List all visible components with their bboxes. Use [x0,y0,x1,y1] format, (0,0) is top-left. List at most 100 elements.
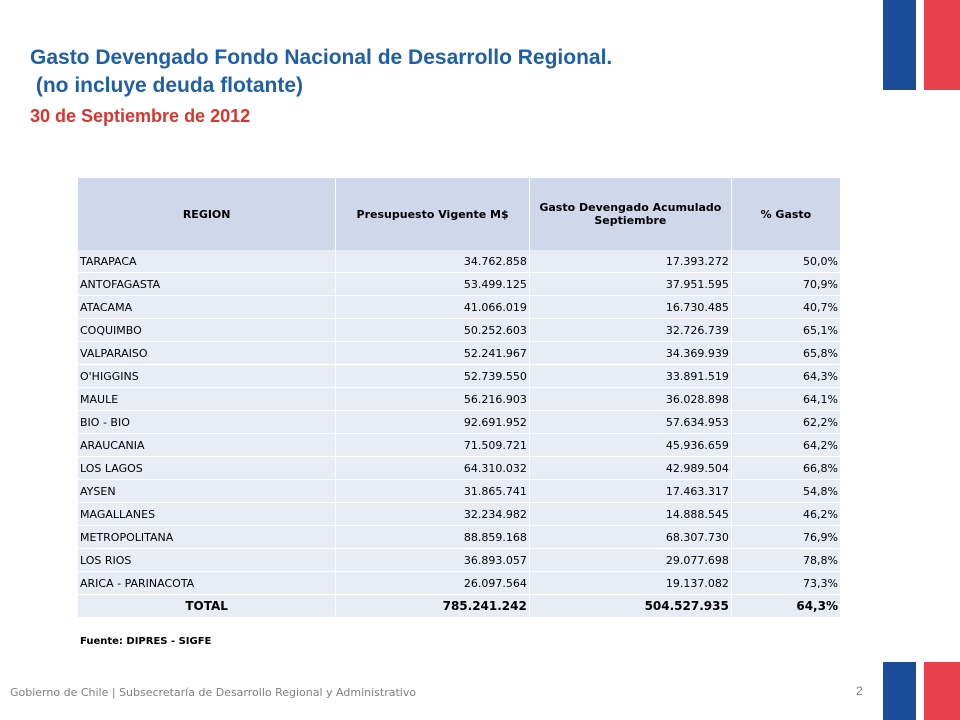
cell-budget: 53.499.125 [335,272,530,296]
cell-percent: 65,1% [731,318,842,342]
source-note: Fuente: DIPRES - SIGFE [80,636,212,647]
cell-accrued: 19.137.082 [529,571,732,595]
cell-budget: 31.865.741 [335,479,530,503]
table-row: ATACAMA 41.066.019 16.730.485 40,7% [78,295,842,319]
total-row: TOTAL 785.241.242 504.527.935 64,3% [78,594,842,618]
report-date: 30 de Septiembre de 2012 [30,106,251,126]
cell-region: BIO - BIO [78,410,337,434]
column-header-budget: Presupuesto Vigente M$ [335,178,530,250]
total-cell-budget: 785.241.242 [335,594,530,618]
column-header-percent: % Gasto [731,178,842,250]
cell-region: AYSEN [78,479,337,503]
total-cell-accrued: 504.527.935 [529,594,732,618]
cell-budget: 52.241.967 [335,341,530,365]
cell-accrued: 33.891.519 [529,364,732,388]
flag-bottom-decoration [883,662,960,720]
table-header-row: REGION Presupuesto Vigente M$ Gasto Deve… [78,178,842,250]
cell-percent: 54,8% [731,479,842,503]
footer-text: Gobierno de Chile | Subsecretaría de Des… [10,686,417,699]
table-row: LOS LAGOS 64.310.032 42.989.504 66,8% [78,456,842,480]
cell-accrued: 42.989.504 [529,456,732,480]
table-body: TARAPACA 34.762.858 17.393.272 50,0% ANTOFAG… [78,250,842,618]
cell-accrued: 29.077.698 [529,548,732,572]
column-header-region: REGION [78,178,337,250]
cell-percent: 64,1% [731,387,842,411]
cell-region: LOS RIOS [78,548,337,572]
flag-white-stripe [916,662,924,720]
cell-accrued: 36.028.898 [529,387,732,411]
cell-budget: 36.893.057 [335,548,530,572]
title-line-1: Gasto Devengado Fondo Nacional de Desarr… [30,46,613,69]
cell-percent: 66,8% [731,456,842,480]
table-row: AYSEN 31.865.741 17.463.317 54,8% [78,479,842,503]
cell-region: ARICA - PARINACOTA [78,571,337,595]
total-cell-region: TOTAL [78,594,337,618]
cell-accrued: 37.951.595 [529,272,732,296]
cell-accrued: 34.369.939 [529,341,732,365]
cell-region: ARAUCANIA [78,433,337,457]
table-row: MAGALLANES 32.234.982 14.888.545 46,2% [78,502,842,526]
cell-accrued: 14.888.545 [529,502,732,526]
cell-percent: 70,9% [731,272,842,296]
cell-percent: 64,3% [731,364,842,388]
expenditure-table: REGION Presupuesto Vigente M$ Gasto Deve… [78,178,842,618]
flag-white-stripe [916,0,924,90]
cell-percent: 65,8% [731,341,842,365]
cell-percent: 64,2% [731,433,842,457]
flag-red-stripe [924,662,960,720]
cell-region: COQUIMBO [78,318,337,342]
cell-accrued: 45.936.659 [529,433,732,457]
table-row: ANTOFAGASTA 53.499.125 37.951.595 70,9% [78,272,842,296]
cell-percent: 40,7% [731,295,842,319]
cell-accrued: 17.393.272 [529,250,732,273]
cell-budget: 52.739.550 [335,364,530,388]
cell-region: O'HIGGINS [78,364,337,388]
flag-blue-stripe [883,0,916,90]
cell-budget: 64.310.032 [335,456,530,480]
cell-accrued: 68.307.730 [529,525,732,549]
cell-budget: 32.234.982 [335,502,530,526]
cell-region: LOS LAGOS [78,456,337,480]
flag-top-decoration [883,0,960,90]
table-row: ARICA - PARINACOTA 26.097.564 19.137.082 73… [78,571,842,595]
table-row: MAULE 56.216.903 36.028.898 64,1% [78,387,842,411]
slide-title: Gasto Devengado Fondo Nacional de Desarr… [30,44,612,100]
table-row: ARAUCANIA 71.509.721 45.936.659 64,2% [78,433,842,457]
cell-budget: 41.066.019 [335,295,530,319]
cell-accrued: 32.726.739 [529,318,732,342]
cell-percent: 76,9% [731,525,842,549]
cell-percent: 73,3% [731,571,842,595]
title-line-2: (no incluye deuda flotante) [30,74,304,97]
cell-region: MAGALLANES [78,502,337,526]
cell-budget: 71.509.721 [335,433,530,457]
cell-budget: 50.252.603 [335,318,530,342]
cell-region: ANTOFAGASTA [78,272,337,296]
cell-region: METROPOLITANA [78,525,337,549]
table-row: LOS RIOS 36.893.057 29.077.698 78,8% [78,548,842,572]
cell-percent: 62,2% [731,410,842,434]
table-row: BIO - BIO 92.691.952 57.634.953 62,2% [78,410,842,434]
table-row: TARAPACA 34.762.858 17.393.272 50,0% [78,250,842,273]
cell-percent: 46,2% [731,502,842,526]
flag-blue-stripe [883,662,916,720]
cell-accrued: 17.463.317 [529,479,732,503]
column-header-accrued: Gasto Devengado Acumulado Septiembre [529,178,732,250]
cell-accrued: 16.730.485 [529,295,732,319]
cell-region: MAULE [78,387,337,411]
cell-accrued: 57.634.953 [529,410,732,434]
cell-budget: 92.691.952 [335,410,530,434]
table-row: COQUIMBO 50.252.603 32.726.739 65,1% [78,318,842,342]
table-row: VALPARAISO 52.241.967 34.369.939 65,8% [78,341,842,365]
page-number: 2 [856,684,863,698]
cell-percent: 50,0% [731,250,842,273]
total-cell-percent: 64,3% [731,594,842,618]
flag-red-stripe [924,0,960,90]
cell-region: TARAPACA [78,250,337,273]
cell-percent: 78,8% [731,548,842,572]
table-row: METROPOLITANA 88.859.168 68.307.730 76,9% [78,525,842,549]
cell-budget: 26.097.564 [335,571,530,595]
cell-budget: 34.762.858 [335,250,530,273]
cell-budget: 88.859.168 [335,525,530,549]
cell-region: ATACAMA [78,295,337,319]
cell-region: VALPARAISO [78,341,337,365]
